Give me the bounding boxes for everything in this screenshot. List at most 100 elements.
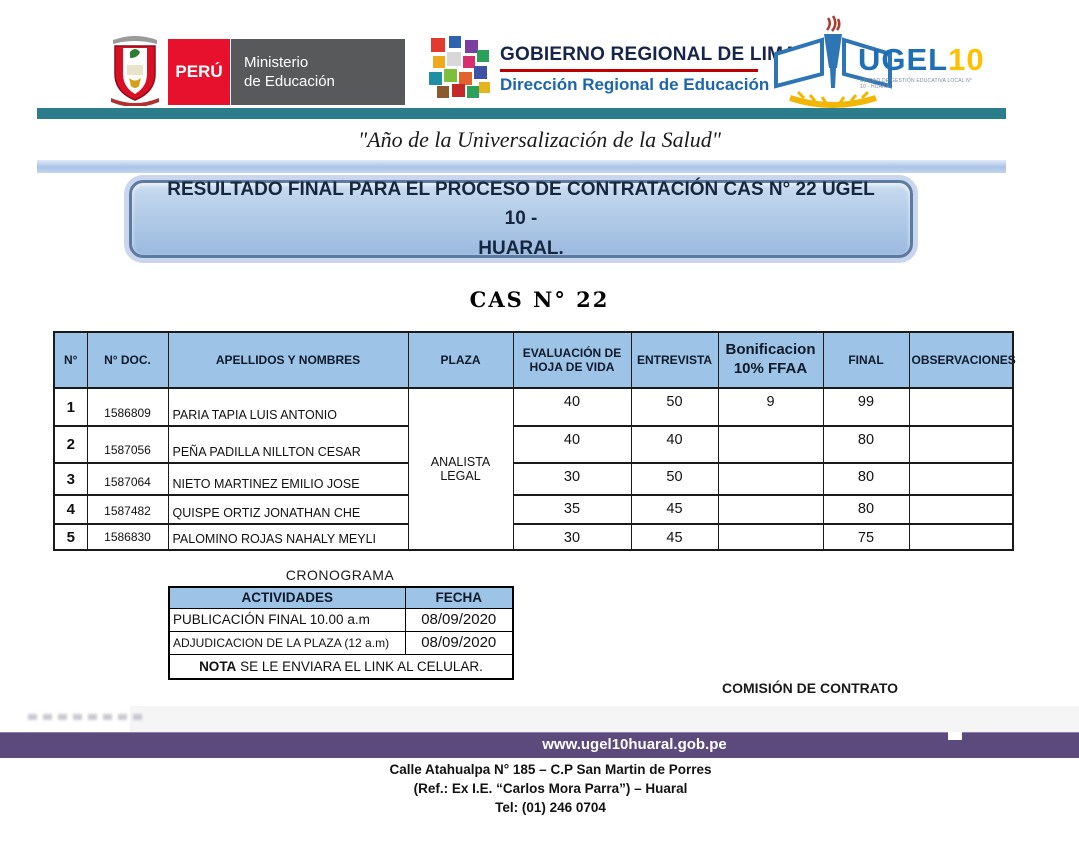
date-cell: 08/09/2020: [404, 607, 514, 632]
footer-purple-bar: [0, 732, 1079, 758]
table-row: 3 1587064 NIETO MARTINEZ EMILIO JOSE 30 …: [53, 462, 1014, 496]
note-cell: NOTA SE LE ENVIARA EL LINK AL CELULAR.: [168, 653, 514, 680]
final-cell: 99: [822, 387, 910, 427]
result-title-line1: RESULTADO FINAL PARA EL PROCESO DE CONTR…: [167, 178, 875, 230]
red-divider: [500, 69, 758, 72]
cronograma-row: ADJUDICACION DE LA PLAZA (12 a.m) 08/09/…: [168, 630, 514, 655]
interview-cell: 50: [630, 462, 719, 496]
note-label: NOTA: [199, 658, 237, 674]
col-header-final: FINAL: [822, 331, 910, 389]
peru-label: PERÚ: [175, 62, 223, 81]
col-header-n: N°: [53, 331, 88, 389]
phone-line: Tel: (01) 246 0704: [495, 800, 606, 815]
ministry-line1: Ministerio: [244, 54, 309, 71]
activity-cell: PUBLICACIÓN FINAL 10.00 a.m: [168, 607, 406, 632]
name-cell: PARIA TAPIA LUIS ANTONIO: [167, 387, 409, 427]
name-cell: NIETO MARTINEZ EMILIO JOSE: [167, 462, 409, 496]
address-line1: Calle Atahualpa N° 185 – C.P San Martin …: [389, 762, 712, 777]
eval-cell: 30: [512, 523, 632, 551]
results-header-row: N° N° DOC. APELLIDOS Y NOMBRES PLAZA EVA…: [53, 331, 1016, 389]
footer-notch: [948, 732, 962, 740]
doc-cell: 1587056: [86, 425, 169, 464]
final-cell: 75: [822, 523, 910, 551]
interview-cell: 45: [630, 494, 719, 525]
year-motto: "Año de la Universalización de la Salud": [357, 127, 722, 152]
col-header-plaza: PLAZA: [407, 331, 514, 389]
obs-cell: [908, 494, 1014, 525]
footer-gray-band: [130, 706, 1079, 732]
bonus-cell: [717, 523, 824, 551]
col-header-nombres: APELLIDOS Y NOMBRES: [167, 331, 409, 389]
cronograma-header-row: ACTIVIDADES FECHA: [168, 586, 514, 609]
address-line2: (Ref.: Ex I.E. “Carlos Mora Parra”) – Hu…: [413, 781, 688, 796]
rank-cell: 1: [53, 387, 88, 427]
eval-cell: 30: [512, 462, 632, 496]
interview-cell: 40: [630, 425, 719, 464]
doc-cell: 1587064: [86, 462, 169, 496]
table-row: 2 1587056 PEÑA PADILLA NILLTON CESAR 40 …: [53, 425, 1014, 464]
bonus-cell: [717, 425, 824, 464]
bonus-cell: 9: [717, 387, 824, 427]
commission-label: COMISIÓN DE CONTRATO: [722, 680, 899, 696]
cas-section-title: CAS N° 22: [469, 287, 610, 312]
col-header-doc: N° DOC.: [86, 331, 169, 389]
ugel-subtext: UNIDAD DE GESTIÓN EDUCATIVA LOCAL N° 10 …: [860, 78, 973, 90]
interview-cell: 45: [630, 523, 719, 551]
interview-cell: 50: [630, 387, 719, 427]
gobierno-regional-text-block: GOBIERNO REGIONAL DE LIMA Dirección Regi…: [500, 44, 798, 95]
gobierno-regional-mosaic-icon: [429, 36, 491, 103]
eval-cell: 40: [512, 425, 632, 464]
final-cell: 80: [822, 462, 910, 496]
rank-cell: 3: [53, 462, 88, 496]
plaza-cell: ANALISTA LEGAL: [407, 387, 514, 551]
name-cell: QUISPE ORTIZ JONATHAN CHE: [167, 494, 409, 525]
website-link[interactable]: www.ugel10huaral.gob.pe: [542, 736, 727, 753]
light-blue-divider: [37, 160, 1006, 173]
name-cell: PEÑA PADILLA NILLTON CESAR: [167, 425, 409, 464]
eval-cell: 35: [512, 494, 632, 525]
results-table: N° N° DOC. APELLIDOS Y NOMBRES PLAZA EVA…: [53, 331, 1016, 551]
col-header-actividades: ACTIVIDADES: [168, 586, 406, 609]
obs-cell: [908, 462, 1014, 496]
cronograma-row: PUBLICACIÓN FINAL 10.00 a.m 08/09/2020: [168, 607, 514, 632]
direccion-regional-subtitle: Dirección Regional de Educación: [500, 75, 770, 94]
faint-text-artifact: [28, 714, 146, 720]
bonus-cell: [717, 462, 824, 496]
eval-cell: 40: [512, 387, 632, 427]
doc-cell: 1586830: [86, 523, 169, 551]
rank-cell: 2: [53, 425, 88, 464]
ministry-block: Ministerio de Educación: [231, 39, 405, 105]
header-teal-divider: [37, 108, 1006, 119]
ugel10-logo: UGEL10 UNIDAD DE GESTIÓN EDUCATIVA LOCAL…: [762, 10, 984, 114]
ugel-number: 10: [948, 42, 985, 77]
col-header-bonificacion: Bonificacion 10% FFAA: [717, 331, 824, 389]
footer-address-block: Calle Atahualpa N° 185 – C.P San Martin …: [11, 760, 1079, 817]
result-title-line2: HUARAL.: [478, 237, 564, 259]
rank-cell: 5: [53, 523, 88, 551]
gobierno-regional-title: GOBIERNO REGIONAL DE LIMA: [500, 44, 798, 65]
doc-cell: 1587482: [86, 494, 169, 525]
table-row: 5 1586830 PALOMINO ROJAS NAHALY MEYLI 30…: [53, 523, 1014, 551]
table-row: 4 1587482 QUISPE ORTIZ JONATHAN CHE 35 4…: [53, 494, 1014, 525]
col-header-entrevista: ENTREVISTA: [630, 331, 719, 389]
col-header-fecha: FECHA: [404, 586, 514, 609]
rank-cell: 4: [53, 494, 88, 525]
ugel-name: UGEL: [858, 42, 949, 77]
ugel-wordmark: UGEL10: [858, 42, 985, 78]
result-title-box: RESULTADO FINAL PARA EL PROCESO DE CONTR…: [129, 178, 913, 259]
final-cell: 80: [822, 425, 910, 464]
obs-cell: [908, 387, 1014, 427]
bonus-cell: [717, 494, 824, 525]
final-cell: 80: [822, 494, 910, 525]
obs-cell: [908, 523, 1014, 551]
doc-cell: 1586809: [86, 387, 169, 427]
col-header-evaluacion: EVALUACIÓN DE HOJA DE VIDA: [512, 331, 632, 389]
date-cell: 08/09/2020: [404, 630, 514, 655]
cronograma-note-row: NOTA SE LE ENVIARA EL LINK AL CELULAR.: [168, 653, 514, 680]
activity-cell: ADJUDICACION DE LA PLAZA (12 a.m): [168, 630, 406, 655]
ministry-line2: de Educación: [244, 72, 335, 90]
cronograma-table: ACTIVIDADES FECHA PUBLICACIÓN FINAL 10.0…: [168, 586, 514, 680]
peru-brand-block: PERÚ: [168, 39, 230, 105]
cronograma-title: CRONOGRAMA: [285, 567, 395, 583]
